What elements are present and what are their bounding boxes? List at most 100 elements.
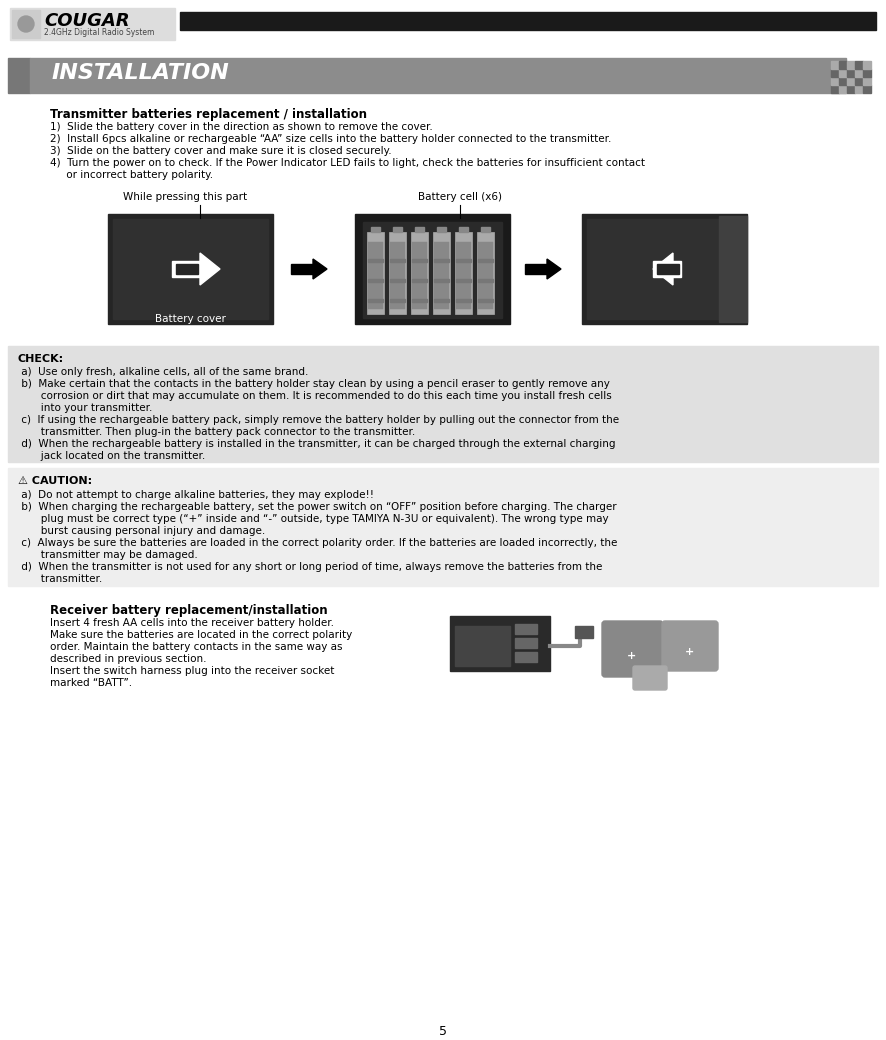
Bar: [719, 216, 747, 322]
Text: Transmitter batteries replacement / installation: Transmitter batteries replacement / inst…: [50, 108, 367, 121]
Text: +: +: [627, 651, 637, 661]
Bar: [363, 222, 502, 318]
Bar: [368, 279, 383, 282]
Text: burst causing personal injury and damage.: burst causing personal injury and damage…: [18, 526, 265, 536]
Bar: [172, 261, 200, 277]
Bar: [855, 61, 863, 69]
Bar: [434, 242, 449, 309]
Text: INSTALLATION: INSTALLATION: [52, 63, 229, 83]
Bar: [478, 279, 493, 282]
Bar: [450, 616, 550, 671]
Bar: [831, 69, 839, 77]
Bar: [839, 61, 847, 69]
Bar: [456, 279, 471, 282]
Text: b)  When charging the rechargeable battery, set the power switch on “OFF” positi: b) When charging the rechargeable batter…: [18, 502, 617, 512]
Bar: [12, 10, 40, 38]
Text: c)  If using the rechargeable battery pack, simply remove the battery holder by : c) If using the rechargeable battery pac…: [18, 415, 619, 425]
Bar: [355, 214, 510, 324]
Text: Make sure the batteries are located in the correct polarity: Make sure the batteries are located in t…: [50, 630, 353, 640]
Bar: [831, 61, 839, 69]
Polygon shape: [200, 253, 220, 285]
Bar: [434, 259, 449, 262]
Text: Battery cover: Battery cover: [154, 314, 225, 324]
Bar: [8, 346, 878, 462]
Text: 3)  Slide on the battery cover and make sure it is closed securely.: 3) Slide on the battery cover and make s…: [50, 146, 392, 156]
Bar: [863, 85, 871, 93]
Text: 4)  Turn the power on to check. If the Power Indicator LED fails to light, check: 4) Turn the power on to check. If the Po…: [50, 158, 645, 168]
Text: order. Maintain the battery contacts in the same way as: order. Maintain the battery contacts in …: [50, 642, 343, 652]
Text: transmitter.: transmitter.: [18, 574, 102, 584]
Bar: [456, 242, 471, 309]
Bar: [415, 227, 424, 232]
Bar: [412, 300, 427, 302]
Bar: [855, 85, 863, 93]
Bar: [515, 652, 537, 662]
Bar: [478, 300, 493, 302]
Bar: [839, 85, 847, 93]
Bar: [390, 300, 405, 302]
Bar: [575, 626, 593, 638]
Bar: [839, 77, 847, 85]
Circle shape: [18, 16, 34, 32]
Bar: [456, 300, 471, 302]
Bar: [863, 61, 871, 69]
Bar: [176, 264, 198, 274]
Text: a)  Do not attempt to charge alkaline batteries, they may explode!!: a) Do not attempt to charge alkaline bat…: [18, 490, 374, 500]
Bar: [8, 58, 30, 93]
Text: ⚠ CAUTION:: ⚠ CAUTION:: [18, 476, 92, 486]
Text: 1)  Slide the battery cover in the direction as shown to remove the cover.: 1) Slide the battery cover in the direct…: [50, 122, 432, 132]
Bar: [434, 279, 449, 282]
Bar: [180, 12, 876, 30]
Bar: [855, 69, 863, 77]
Text: 5: 5: [439, 1025, 447, 1038]
Text: Receiver battery replacement/installation: Receiver battery replacement/installatio…: [50, 604, 328, 617]
Bar: [10, 8, 175, 40]
Bar: [367, 232, 384, 314]
Text: corrosion or dirt that may accumulate on them. It is recommended to do this each: corrosion or dirt that may accumulate on…: [18, 391, 611, 401]
Bar: [478, 259, 493, 262]
Bar: [433, 232, 450, 314]
Bar: [30, 58, 846, 93]
Bar: [847, 85, 855, 93]
Bar: [478, 242, 493, 309]
Bar: [108, 214, 273, 324]
Bar: [847, 77, 855, 85]
Text: 2)  Install 6pcs alkaline or rechargeable “AA” size cells into the battery holde: 2) Install 6pcs alkaline or rechargeable…: [50, 134, 611, 144]
Bar: [412, 279, 427, 282]
Bar: [393, 227, 402, 232]
Bar: [477, 232, 494, 314]
Bar: [455, 232, 472, 314]
Bar: [657, 264, 679, 274]
Bar: [455, 626, 510, 666]
Bar: [291, 264, 313, 274]
Bar: [831, 85, 839, 93]
Text: Insert 4 fresh AA cells into the receiver battery holder.: Insert 4 fresh AA cells into the receive…: [50, 618, 334, 628]
Polygon shape: [313, 259, 327, 279]
Bar: [437, 227, 446, 232]
Bar: [368, 300, 383, 302]
Bar: [481, 227, 490, 232]
Bar: [847, 69, 855, 77]
Bar: [515, 624, 537, 634]
Bar: [459, 227, 468, 232]
Bar: [390, 259, 405, 262]
Text: transmitter. Then plug-in the battery pack connector to the transmitter.: transmitter. Then plug-in the battery pa…: [18, 427, 416, 437]
Text: Insert the switch harness plug into the receiver socket: Insert the switch harness plug into the …: [50, 666, 334, 676]
Polygon shape: [547, 259, 561, 279]
Text: transmitter may be damaged.: transmitter may be damaged.: [18, 550, 198, 560]
Bar: [412, 242, 427, 309]
Bar: [863, 77, 871, 85]
Text: jack located on the transmitter.: jack located on the transmitter.: [18, 451, 206, 461]
Bar: [390, 242, 405, 309]
Bar: [411, 232, 428, 314]
Text: COUGAR: COUGAR: [44, 12, 129, 30]
Bar: [831, 77, 839, 85]
Bar: [0, 0, 886, 42]
Text: CHECK:: CHECK:: [18, 354, 64, 364]
Bar: [839, 69, 847, 77]
Bar: [412, 259, 427, 262]
Bar: [847, 61, 855, 69]
Text: marked “BATT”.: marked “BATT”.: [50, 678, 132, 688]
Bar: [371, 227, 380, 232]
FancyBboxPatch shape: [662, 621, 718, 671]
